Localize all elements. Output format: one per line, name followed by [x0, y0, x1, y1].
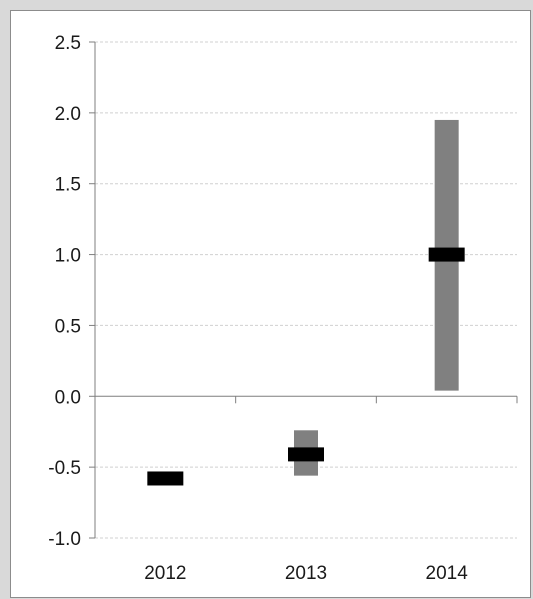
y-tick-label: 0.5: [55, 316, 81, 337]
point-markers: [147, 247, 465, 486]
axes: [89, 41, 518, 539]
y-tick-label: 0.0: [55, 387, 81, 408]
x-tick-label: 2013: [285, 563, 327, 584]
range-chart: 2.5 2.0 1.5 1.0 0.5 0.0 -0.5 -1.0 2012 2013 2014: [48, 33, 518, 584]
point-marker-2012: [147, 471, 184, 486]
point-marker-2014: [428, 247, 465, 262]
y-tick-label: 2.5: [55, 33, 81, 54]
point-marker-2013: [288, 447, 324, 462]
x-tick-label: 2014: [426, 563, 469, 584]
y-tick-label: -1.0: [48, 529, 81, 550]
x-tick-label: 2012: [144, 563, 186, 584]
y-axis-labels: 2.5 2.0 1.5 1.0 0.5 0.0 -0.5 -1.0: [48, 33, 81, 550]
x-axis-labels: 2012 2013 2014: [144, 563, 468, 584]
y-tick-label: 1.0: [55, 246, 81, 267]
y-tick-label: 1.5: [55, 175, 81, 196]
y-tick-label: 2.0: [55, 104, 81, 125]
range-bars: [294, 119, 459, 476]
chart-area: 2.5 2.0 1.5 1.0 0.5 0.0 -0.5 -1.0 2012 2013 2014: [10, 10, 531, 598]
y-tick-label: -0.5: [48, 458, 81, 479]
